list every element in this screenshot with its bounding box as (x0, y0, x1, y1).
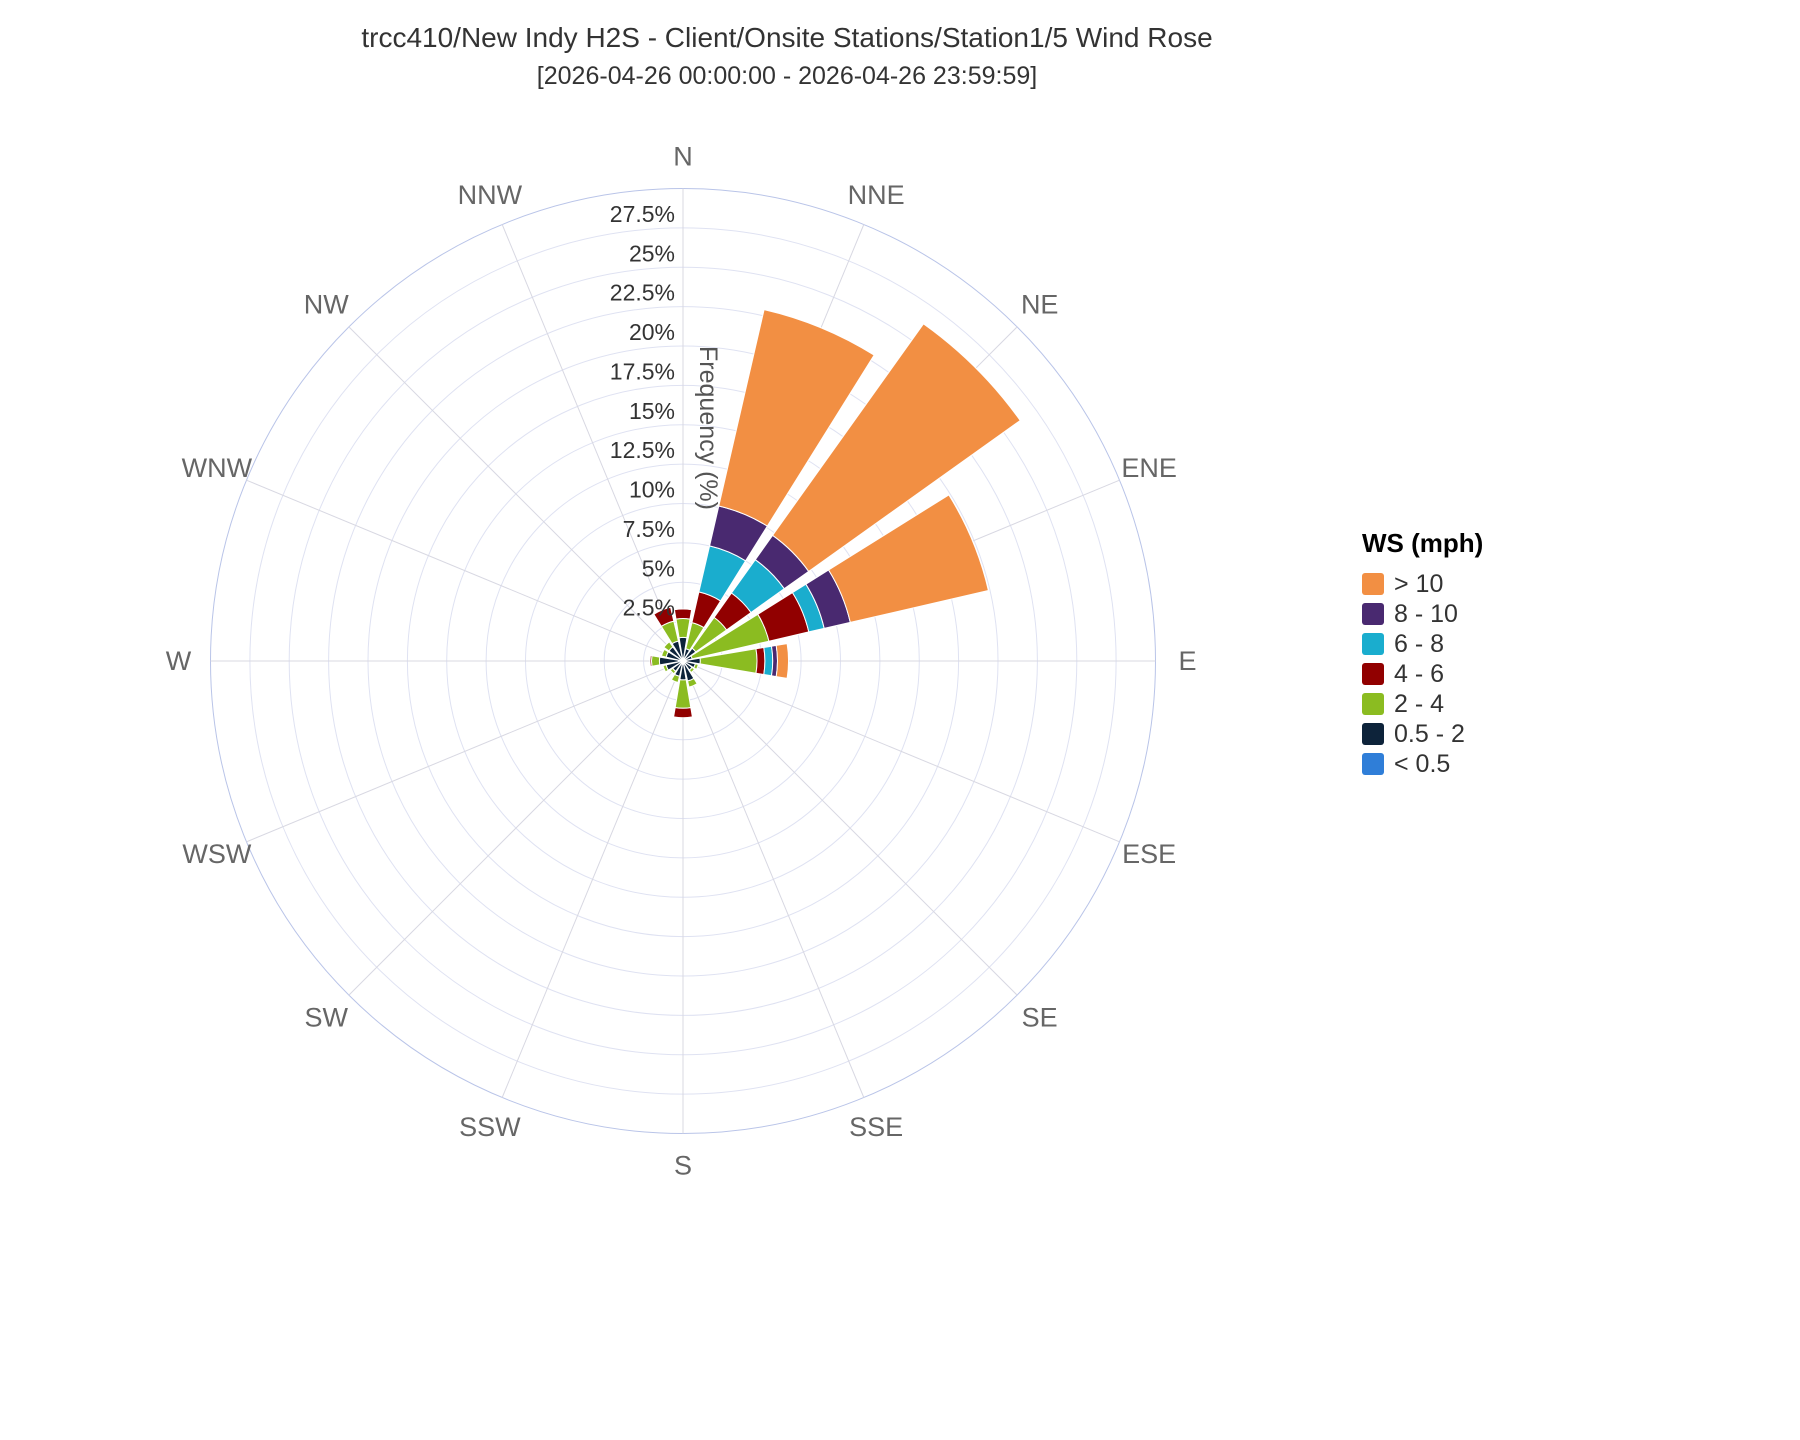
direction-label-e: E (1178, 646, 1196, 676)
petal-e-4-6[interactable] (755, 646, 766, 676)
petal-w-4-6[interactable] (649, 654, 653, 668)
grid-spoke (682, 660, 1120, 843)
chart-title: trcc410/New Indy H2S - Client/Onsite Sta… (361, 22, 1213, 53)
legend-item-0-5[interactable]: < 0.5 (1362, 749, 1483, 779)
grid-spoke (348, 660, 684, 996)
direction-label-ene: ENE (1121, 453, 1177, 483)
petal-wsw-2-4[interactable] (662, 664, 669, 673)
radial-tick-label: 2.5% (623, 595, 675, 621)
legend-item-label: < 0.5 (1394, 749, 1451, 778)
legend-item-label: 4 - 6 (1394, 659, 1445, 688)
legend-item-2-4[interactable]: 2 - 4 (1362, 689, 1483, 719)
legend-title: WS (mph) (1362, 528, 1484, 558)
petal-sse-2-4[interactable] (687, 677, 698, 688)
direction-label-se: SE (1022, 1003, 1058, 1033)
direction-label-n: N (673, 142, 693, 172)
legend-swatch-icon (1362, 693, 1384, 715)
legend-swatch-icon (1362, 753, 1384, 775)
radial-tick-label: 25% (629, 240, 675, 266)
grid-spoke (246, 479, 684, 662)
direction-label-w: W (166, 646, 192, 676)
radial-tick-label: 15% (629, 398, 675, 424)
grid-spoke (682, 660, 1018, 996)
legend-swatch-icon (1362, 573, 1384, 595)
petal-se-2-4[interactable] (688, 666, 696, 674)
chart-subtitle: [2026-04-26 00:00:00 - 2026-04-26 23:59:… (536, 62, 1038, 90)
direction-label-wnw: WNW (182, 453, 253, 483)
legend-item-label: > 10 (1394, 569, 1444, 598)
legend-swatch-icon (1362, 603, 1384, 625)
petal-s-4-6[interactable] (673, 707, 693, 719)
petal-ssw-2-4[interactable] (670, 673, 681, 684)
petal-w-2-4[interactable] (650, 655, 661, 667)
legend-item-0-5-2[interactable]: 0.5 - 2 (1362, 719, 1483, 749)
grid-spoke (501, 660, 684, 1098)
direction-label-sse: SSE (849, 1112, 903, 1142)
petal-e-6-8[interactable] (763, 645, 774, 677)
direction-label-nnw: NNW (458, 180, 523, 210)
direction-label-ne: NE (1021, 289, 1059, 319)
direction-label-nw: NW (304, 289, 349, 319)
legend-item-4-6[interactable]: 4 - 6 (1362, 659, 1483, 689)
direction-label-sw: SW (305, 1003, 349, 1033)
direction-label-ese: ESE (1122, 839, 1176, 869)
grid-spoke (682, 660, 865, 1098)
petal-sw-2-4[interactable] (669, 667, 677, 675)
direction-label-nne: NNE (848, 180, 905, 210)
radial-tick-label: 17.5% (610, 358, 675, 384)
petal-nw-2-4[interactable] (663, 641, 674, 652)
radial-tick-label: 5% (642, 555, 675, 581)
legend-item-6-8[interactable]: 6 - 8 (1362, 629, 1483, 659)
radial-tick-label: 20% (629, 319, 675, 345)
radial-tick-label: 10% (629, 477, 675, 503)
grid-spoke (501, 224, 684, 662)
radial-tick-label: 12.5% (610, 437, 675, 463)
radial-axis-title: Frequency (%) (694, 346, 722, 510)
radial-tick-label: 7.5% (623, 516, 675, 542)
petal-ese-2-4[interactable] (693, 663, 699, 670)
legend-item-label: 6 - 8 (1394, 629, 1445, 658)
petal-n-4-6[interactable] (673, 608, 693, 620)
legend-item-8-10[interactable]: 8 - 10 (1362, 599, 1483, 629)
legend-item-label: 0.5 - 2 (1394, 719, 1465, 748)
direction-label-wsw: WSW (182, 839, 251, 869)
legend-item-label: 8 - 10 (1394, 599, 1458, 628)
grid-spoke (246, 660, 684, 843)
petal-ene-10[interactable] (827, 494, 989, 623)
legend-swatch-icon (1362, 663, 1384, 685)
legend-swatch-icon (1362, 633, 1384, 655)
petal-nne-10[interactable] (718, 309, 875, 527)
petal-n-2-4[interactable] (675, 618, 691, 639)
legend-item-10[interactable]: > 10 (1362, 569, 1483, 599)
direction-label-s: S (674, 1151, 692, 1181)
petal-e-10[interactable] (775, 643, 789, 679)
direction-label-ssw: SSW (459, 1112, 521, 1142)
legend-swatch-icon (1362, 723, 1384, 745)
grid-spoke (348, 326, 684, 662)
legend-item-label: 2 - 4 (1394, 689, 1445, 718)
radial-tick-label: 27.5% (610, 201, 675, 227)
petal-wnw-2-4[interactable] (660, 648, 669, 658)
petal-ne-10[interactable] (771, 323, 1021, 573)
petal-nnw-4-6[interactable] (653, 606, 675, 627)
radial-tick-label: 22.5% (610, 280, 675, 306)
